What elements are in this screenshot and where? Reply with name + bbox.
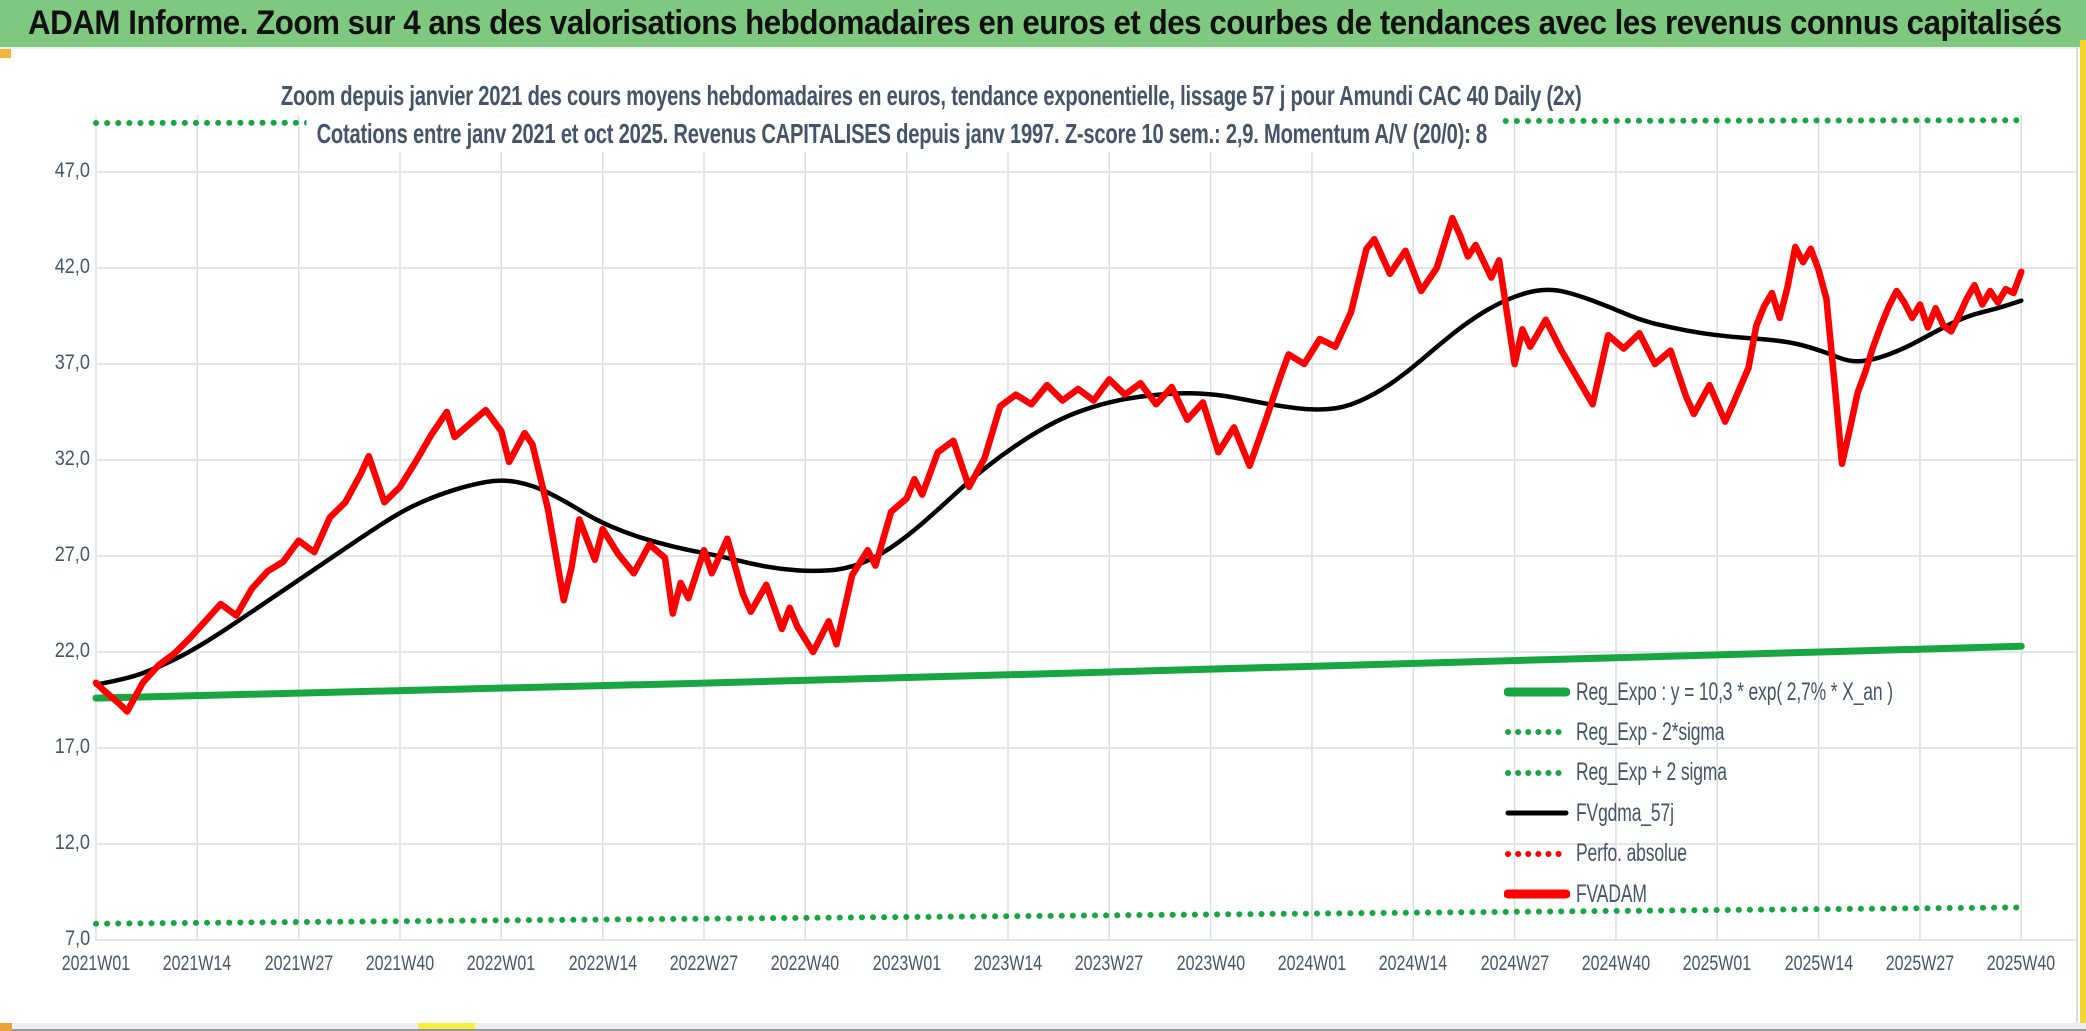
series-reg-exp-plus-2sigma-line <box>93 117 2025 126</box>
series-fvgdma-57j-line <box>93 287 2024 687</box>
legend-item-fvgdma-57j: FVgdma_57j <box>1504 793 1716 833</box>
x-axis-label: 2025W40 <box>1987 952 2056 975</box>
y-axis-label: 22,0 <box>54 639 90 662</box>
legend-swatch-dotted <box>1505 850 1569 857</box>
series-perfo-absolue-line <box>93 215 2024 714</box>
series-reg-expo-line <box>92 642 2025 702</box>
x-axis-label: 2022W14 <box>568 952 637 975</box>
x-axis-label: 2024W27 <box>1480 952 1549 975</box>
legend-label: FVADAM <box>1576 879 1647 908</box>
right-edge-strip <box>2080 40 2086 1031</box>
legend-label: FVgdma_57j <box>1576 798 1674 827</box>
y-axis-label: 47,0 <box>54 159 90 182</box>
y-axis-label: 12,0 <box>54 831 90 854</box>
x-axis-label: 2025W27 <box>1885 952 1955 975</box>
x-axis-label: 2022W27 <box>669 952 739 975</box>
y-axis-label: 7,0 <box>64 927 90 950</box>
series-reg-exp-minus-2sigma-line <box>93 904 2025 927</box>
x-axis-label: 2021W40 <box>365 952 435 975</box>
top-left-accent-square <box>0 49 11 58</box>
series-fvadam-line <box>92 214 2025 715</box>
bottom-left-accent <box>0 1023 12 1031</box>
legend-swatch-solid <box>1504 889 1570 899</box>
window-split-line <box>2076 47 2078 1023</box>
scrollbar-thumb[interactable] <box>418 1023 475 1029</box>
y-axis-label: 37,0 <box>54 351 90 374</box>
x-axis-label: 2023W27 <box>1075 952 1144 975</box>
x-axis-label: 2021W14 <box>163 952 232 975</box>
x-axis-label: 2023W14 <box>973 952 1043 975</box>
x-axis-label: 2023W01 <box>872 952 941 975</box>
legend-item-perfo-absolue: Perfo. absolue <box>1504 834 1734 874</box>
window-header: ADAM Informe. Zoom sur 4 ans des valoris… <box>0 0 2086 49</box>
bottom-window-border <box>0 1029 2086 1031</box>
x-axis-label: 2025W14 <box>1784 952 1853 975</box>
legend-label: Reg_Exp - 2*sigma <box>1576 717 1725 746</box>
legend-swatch-solid <box>1504 687 1570 697</box>
x-axis-label: 2022W40 <box>771 952 840 975</box>
legend-swatch-dotted <box>1505 769 1569 776</box>
y-axis-label: 17,0 <box>54 735 90 758</box>
legend-item-reg-exp-minus-2sigma: Reg_Exp - 2*sigma <box>1504 712 1788 752</box>
x-axis-label: 2024W40 <box>1581 952 1651 975</box>
legend-label: Reg_Exp + 2 sigma <box>1576 758 1727 787</box>
legend-swatch-solid <box>1505 810 1569 816</box>
y-axis-label: 42,0 <box>54 255 90 278</box>
legend-swatch-dotted <box>1505 729 1569 736</box>
y-axis-label: 27,0 <box>54 543 90 566</box>
x-axis-label: 2024W01 <box>1277 952 1347 975</box>
legend-label: Perfo. absolue <box>1576 839 1687 868</box>
x-axis-label: 2025W01 <box>1683 952 1752 975</box>
legend-item-reg-expo: Reg_Expo : y = 10,3 * exp( 2,7% * X_an ) <box>1504 672 2029 712</box>
x-axis-label: 2023W40 <box>1176 952 1245 975</box>
gridlines <box>95 115 2078 941</box>
legend-item-reg-exp-plus-2sigma: Reg_Exp + 2 sigma <box>1504 753 1791 793</box>
bottom-scrollbar[interactable] <box>0 1023 2086 1029</box>
legend-label: Reg_Expo : y = 10,3 * exp( 2,7% * X_an ) <box>1576 677 1893 706</box>
x-axis-label: 2022W01 <box>467 952 536 975</box>
window-title: ADAM Informe. Zoom sur 4 ans des valoris… <box>28 4 2062 42</box>
x-axis-label: 2021W27 <box>264 952 333 975</box>
y-axis-label: 32,0 <box>54 447 90 470</box>
legend-item-fvadam: FVADAM <box>1504 874 1677 914</box>
x-axis-label: 2021W01 <box>61 952 131 975</box>
x-axis-label: 2024W14 <box>1379 952 1448 975</box>
